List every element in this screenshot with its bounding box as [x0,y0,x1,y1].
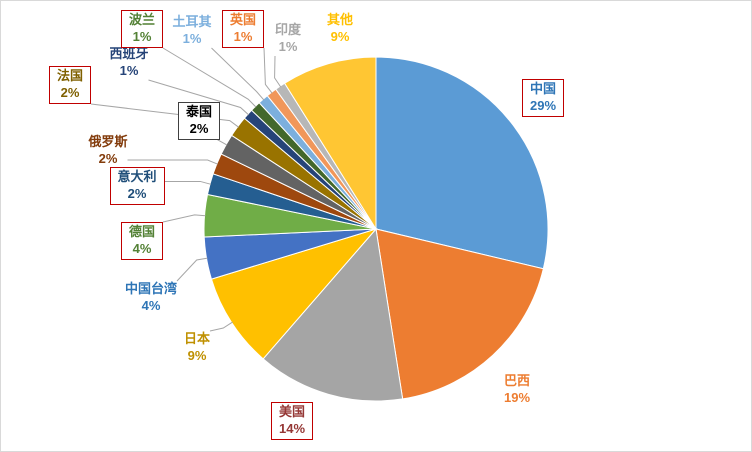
leader-line-印度 [274,55,282,88]
pie-slice-美国 [262,227,404,402]
pie-slice-其他 [283,56,377,231]
leader-line-波兰 [162,47,257,108]
leader-line-英国 [263,47,273,94]
leader-line-泰国 [217,139,228,146]
leader-line-日本 [209,321,233,332]
leader-line-德国 [162,214,206,223]
pie-slice-中国 [375,56,549,270]
leader-line-中国台湾 [176,257,208,282]
leader-line-意大利 [164,180,212,185]
leader-line-法国 [90,103,239,128]
leader-line-俄罗斯 [127,159,218,165]
leader-line-西班牙 [148,79,250,116]
leader-line-土耳其 [211,47,265,101]
pie-slice-巴西 [375,228,544,400]
